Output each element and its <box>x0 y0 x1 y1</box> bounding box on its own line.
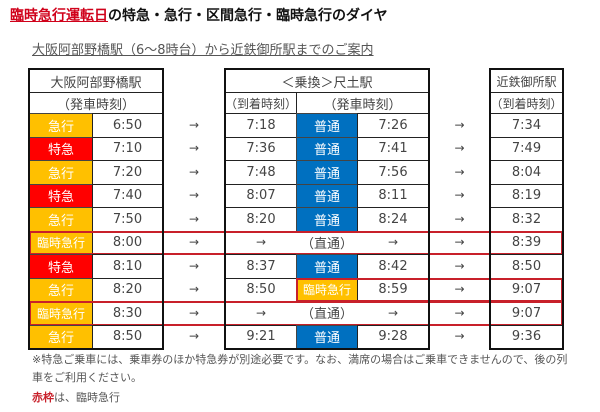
train-type-badge: 急行 <box>29 113 93 138</box>
transfer-departure-time: 8:11 <box>357 183 429 208</box>
subtitle: 大阪阿部野橋駅（6～8時台）から近鉄御所駅までのご案内 <box>32 43 374 58</box>
destination-arrival-time: 7:49 <box>490 136 563 161</box>
page-title: 臨時急行運転日の特急・急行・区間急行・臨時急行のダイヤ <box>10 5 388 25</box>
destination-arrival-time: 9:07 <box>490 301 563 326</box>
destination-arrival-time: 9:36 <box>490 324 563 349</box>
transfer-departure-time: 9:28 <box>357 324 429 349</box>
arrow-icon: → <box>188 117 200 132</box>
arrow-icon: → <box>188 258 200 273</box>
train-type-badge: 急行 <box>29 324 93 349</box>
arrow-icon: → <box>454 329 465 344</box>
header-dest-sub: （到着時刻） <box>490 92 563 114</box>
destination-arrival-time: 8:19 <box>490 183 563 208</box>
arrow-icon: → <box>454 235 465 250</box>
transfer-train-type-badge: 普通 <box>296 254 358 279</box>
arrow-icon: → <box>387 305 399 320</box>
note-line-2: 車をご利用ください。 <box>32 371 142 384</box>
arrow-icon: → <box>454 188 465 203</box>
arrow-icon: → <box>387 235 399 250</box>
destination-arrival-time: 7:34 <box>490 113 563 138</box>
train-type-badge: 特急 <box>29 136 93 161</box>
departure-time: 7:10 <box>92 136 163 161</box>
note-line-1: ※特急ご乗車には、乗車券のほか特急券が別途必要です。なお、満席の場合はご乗車でき… <box>32 353 568 366</box>
departure-time: 6:50 <box>92 113 163 138</box>
arrow-icon: → <box>454 141 465 156</box>
arrow-icon: → <box>454 305 465 320</box>
arrow-icon: → <box>454 164 465 179</box>
departure-time: 7:20 <box>92 160 163 185</box>
transfer-train-type-badge: 普通 <box>296 207 358 232</box>
transfer-train-type-badge: 普通 <box>296 183 358 208</box>
through-label: （直通） <box>300 307 353 323</box>
transfer-train-type-badge: 普通 <box>296 113 358 138</box>
header-origin-sub: （発車時刻） <box>29 92 163 114</box>
departure-time: 7:50 <box>92 207 163 232</box>
arrow-icon: → <box>188 235 200 250</box>
transfer-arrival-time: 7:36 <box>225 136 297 161</box>
transfer-arrival-time: 8:37 <box>225 254 297 279</box>
arrow-icon: → <box>188 305 200 320</box>
transfer-departure-time: 7:26 <box>357 113 429 138</box>
legend-note: 赤枠は、臨時急行 <box>32 389 120 405</box>
train-type-badge: 急行 <box>29 207 93 232</box>
header-transfer-arr: （到着時刻） <box>225 92 297 114</box>
arrow-icon: → <box>454 258 465 273</box>
header-transfer: ＜乗換＞尺土駅 <box>225 69 429 93</box>
departure-time: 8:30 <box>92 301 163 326</box>
header-dest: 近鉄御所駅 <box>490 69 563 93</box>
transfer-departure-time: 8:24 <box>357 207 429 232</box>
departure-time: 8:20 <box>92 277 163 302</box>
transfer-departure-time: 7:56 <box>357 160 429 185</box>
title-highlight: 臨時急行運転日 <box>10 8 108 24</box>
train-type-badge: 特急 <box>29 254 93 279</box>
destination-arrival-time: 8:39 <box>490 230 563 255</box>
legend-rest: は、臨時急行 <box>54 391 120 404</box>
transfer-train-type-badge: 普通 <box>296 160 358 185</box>
arrow-icon: → <box>188 188 200 203</box>
arrow-icon: → <box>188 282 200 297</box>
train-type-badge: 臨時急行 <box>29 301 93 326</box>
transfer-arrival-time: 8:07 <box>225 183 297 208</box>
transfer-departure-time: 7:41 <box>357 136 429 161</box>
transfer-departure-time: 8:42 <box>357 254 429 279</box>
legend-red: 赤枠 <box>32 391 54 404</box>
transfer-arrival-time: 8:20 <box>225 207 297 232</box>
transfer-arrival-time: 8:50 <box>225 277 297 302</box>
arrow-icon: → <box>255 305 267 320</box>
arrow-icon: → <box>454 117 465 132</box>
arrow-icon: → <box>188 141 200 156</box>
train-type-badge: 特急 <box>29 183 93 208</box>
train-type-badge: 急行 <box>29 160 93 185</box>
destination-arrival-time: 8:32 <box>490 207 563 232</box>
transfer-departure-time: 8:59 <box>357 277 429 302</box>
transfer-arrival-time: 9:21 <box>225 324 297 349</box>
train-type-badge: 臨時急行 <box>29 230 93 255</box>
arrow-icon: → <box>255 235 267 250</box>
arrow-icon: → <box>188 164 200 179</box>
title-rest: の特急・急行・区間急行・臨時急行のダイヤ <box>108 8 388 24</box>
destination-arrival-time: 9:07 <box>490 277 563 302</box>
header-origin: 大阪阿部野橋駅 <box>29 69 163 93</box>
departure-time: 8:10 <box>92 254 163 279</box>
transfer-train-type-badge: 普通 <box>296 324 358 349</box>
train-type-badge: 急行 <box>29 277 93 302</box>
departure-time: 8:50 <box>92 324 163 349</box>
departure-time: 7:40 <box>92 183 163 208</box>
destination-arrival-time: 8:04 <box>490 160 563 185</box>
header-transfer-dep: （発車時刻） <box>296 92 429 114</box>
arrow-icon: → <box>454 211 465 226</box>
arrow-icon: → <box>188 211 200 226</box>
transfer-train-type-badge: 臨時急行 <box>296 277 358 302</box>
through-label: （直通） <box>300 236 353 252</box>
transfer-arrival-time: 7:18 <box>225 113 297 138</box>
destination-arrival-time: 8:50 <box>490 254 563 279</box>
arrow-icon: → <box>188 329 200 344</box>
arrow-icon: → <box>454 282 465 297</box>
departure-time: 8:00 <box>92 230 163 255</box>
transfer-train-type-badge: 普通 <box>296 136 358 161</box>
transfer-arrival-time: 7:48 <box>225 160 297 185</box>
